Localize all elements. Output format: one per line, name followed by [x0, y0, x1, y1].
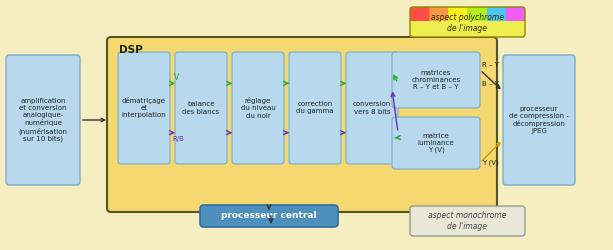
FancyBboxPatch shape [200, 205, 338, 227]
Bar [410, 20, 525, 37]
FancyBboxPatch shape [232, 52, 284, 164]
Text: dématriçage
et
interpolation: dématriçage et interpolation [121, 98, 166, 118]
Bar [429, 7, 449, 20]
Text: matrices
chrominances
R – Y et B – Y: matrices chrominances R – Y et B – Y [411, 70, 460, 90]
Bar [448, 7, 468, 20]
FancyBboxPatch shape [392, 52, 480, 108]
Text: R/B: R/B [172, 136, 184, 142]
Text: correction
du gamma: correction du gamma [296, 102, 333, 114]
FancyBboxPatch shape [6, 55, 80, 185]
Text: aspect monochrome
de l'image: aspect monochrome de l'image [428, 211, 507, 231]
Bar [487, 7, 506, 20]
Bar [468, 7, 487, 20]
Text: matrice
luminance
Y (V): matrice luminance Y (V) [417, 133, 454, 153]
FancyBboxPatch shape [175, 52, 227, 164]
Text: amplification
et conversion
analogique-
numérique
(numérisation
sur 10 bits): amplification et conversion analogique- … [18, 98, 67, 142]
Bar [410, 7, 430, 20]
FancyBboxPatch shape [118, 52, 170, 164]
Text: balance
des blancs: balance des blancs [183, 102, 219, 114]
Text: réglage
du niveau
du noir: réglage du niveau du noir [241, 98, 275, 118]
Text: B – Y: B – Y [482, 81, 499, 87]
Text: Y (V): Y (V) [482, 160, 499, 166]
Text: R – Y: R – Y [482, 62, 499, 68]
FancyBboxPatch shape [503, 55, 575, 185]
FancyBboxPatch shape [289, 52, 341, 164]
FancyBboxPatch shape [410, 206, 525, 236]
FancyBboxPatch shape [107, 37, 497, 212]
Text: V: V [174, 73, 179, 82]
Text: conversion
vers 8 bits: conversion vers 8 bits [353, 102, 391, 114]
Text: processeur central: processeur central [221, 212, 317, 220]
Text: aspect polychrome
de l'image: aspect polychrome de l'image [431, 13, 504, 33]
FancyBboxPatch shape [392, 117, 480, 169]
FancyBboxPatch shape [346, 52, 398, 164]
Bar [506, 7, 525, 20]
Text: processeur
de compression -
décompression
JPEG: processeur de compression - décompressio… [509, 106, 569, 134]
Text: DSP: DSP [119, 45, 143, 55]
